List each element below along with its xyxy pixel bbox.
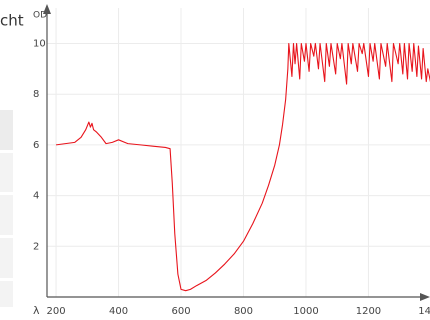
y-tick-label: 10 (33, 38, 46, 49)
y-tick-label: 8 (33, 89, 39, 100)
x-tick-label: 1200 (356, 306, 381, 317)
caption: cht (0, 12, 24, 30)
data-line (55, 42, 430, 292)
y-axis-label: OD (33, 11, 47, 21)
y-tick-label: 6 (33, 140, 39, 151)
x-tick-label: 800 (234, 306, 253, 317)
side-panel (0, 153, 13, 192)
side-panel (0, 238, 13, 278)
x-axis-arrow (420, 293, 430, 301)
x-tick-label: 600 (171, 306, 190, 317)
side-panel (0, 195, 13, 235)
side-panel (0, 281, 13, 307)
x-tick-label: 400 (109, 306, 128, 317)
x-tick-label: 1400 (418, 306, 430, 317)
side-panel (0, 110, 13, 150)
y-tick-label: 2 (33, 241, 39, 252)
y-tick-label: 4 (33, 191, 39, 202)
x-tick-label: 1000 (293, 306, 318, 317)
x-tick-label: 200 (47, 306, 66, 317)
y-axis-arrow (43, 4, 51, 14)
x-axis-label: λ (33, 304, 40, 317)
